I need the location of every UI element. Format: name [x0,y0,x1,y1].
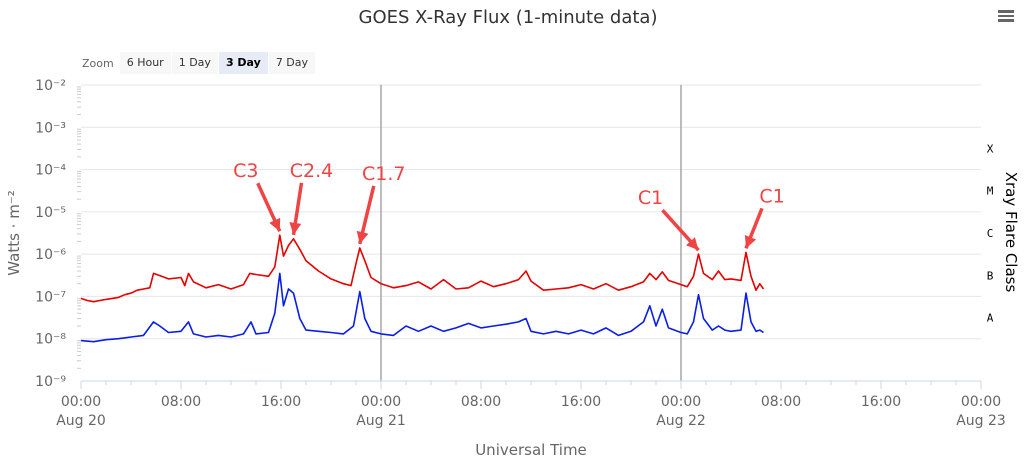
y-tick-label: 10⁻² [35,78,66,94]
zoom-3-day-button[interactable]: 3 Day [218,52,268,74]
axes: 10⁻⁹ 10⁻⁸ 10⁻⁷ 10⁻⁶ 10⁻⁵ 10⁻⁴ 10⁻³ 10⁻² 00:00 Aug… [35,78,1006,429]
zoom-1-day-button[interactable]: 1 Day [171,52,218,74]
series-lines [80,234,765,343]
y-tick-label: 10⁻⁸ [35,332,66,348]
x-axis-title: Universal Time [475,441,587,459]
zoom-6-hour-button[interactable]: 6 Hour [119,52,171,74]
annotation-arrow-head [356,230,369,244]
zoom-7-day-button[interactable]: 7 Day [268,52,316,74]
x-tick-date-label: Aug 23 [956,413,1006,429]
flare-class-label: C [987,227,994,240]
flare-class-label: X [987,142,994,155]
hamburger-menu-icon[interactable] [996,8,1016,28]
x-tick-label: 08:00 [461,394,501,410]
y-axis-title: Watts · m⁻² [5,190,23,276]
x-tick-label: 00:00 [961,394,1001,410]
x-tick-date-label: Aug 22 [656,413,706,429]
long-wavelength-series [80,234,765,303]
right-axis-title: Xray Flare Class [1002,172,1020,293]
annotation-label: C2.4 [290,160,333,182]
x-tick-label: 16:00 [561,394,601,410]
flare-class-label: A [987,312,994,325]
flare-annotation: C2.4 [289,160,333,236]
grid-lines [81,84,981,382]
x-tick-label: 00:00 [61,394,101,410]
flare-annotation: C3 [233,160,282,232]
x-tick-label: 16:00 [861,394,901,410]
y-tick-label: 10⁻⁷ [35,289,66,305]
annotation-label: C1 [638,187,663,209]
flare-annotation: C1 [638,187,700,252]
x-tick-date-label: Aug 21 [356,413,406,429]
flare-annotation: C1 [744,185,785,250]
y-tick-label: 10⁻⁵ [35,205,66,221]
annotation-arrow-head [289,222,302,235]
annotation-arrow-head [744,235,757,249]
x-tick-label: 00:00 [661,394,701,410]
x-tick-label: 08:00 [161,394,201,410]
y-tick-label: 10⁻³ [35,120,66,136]
flare-annotation: C1.7 [356,163,405,245]
annotation-label: C3 [233,160,258,182]
x-tick-label: 08:00 [761,394,801,410]
zoom-controls: Zoom 6 Hour 1 Day 3 Day 7 Day [82,52,316,74]
annotation-arrow-head [686,237,699,251]
y-tick-label: 10⁻⁴ [35,163,66,179]
flare-annotations: C3 C2.4 C1.7 C1 C1 [233,160,785,252]
zoom-label: Zoom [82,56,114,70]
flare-class-label: B [987,269,994,282]
y-tick-label: 10⁻⁹ [35,374,66,390]
flare-class-label: M [987,185,994,198]
annotation-label: C1.7 [362,163,405,185]
chart-title: GOES X-Ray Flux (1-minute data) [359,7,658,28]
x-tick-date-label: Aug 20 [56,413,106,429]
annotation-label: C1 [759,185,784,207]
short-wavelength-series [80,272,764,343]
x-tick-label: 16:00 [261,394,301,410]
x-tick-label: 00:00 [361,394,401,410]
y-tick-label: 10⁻⁶ [35,247,66,263]
annotation-arrow-head [269,217,281,232]
